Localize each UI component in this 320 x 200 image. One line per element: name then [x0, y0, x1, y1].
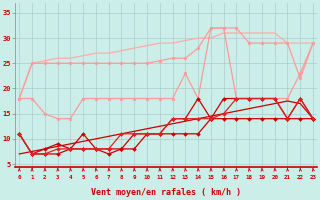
X-axis label: Vent moyen/en rafales ( km/h ): Vent moyen/en rafales ( km/h )	[91, 188, 241, 197]
